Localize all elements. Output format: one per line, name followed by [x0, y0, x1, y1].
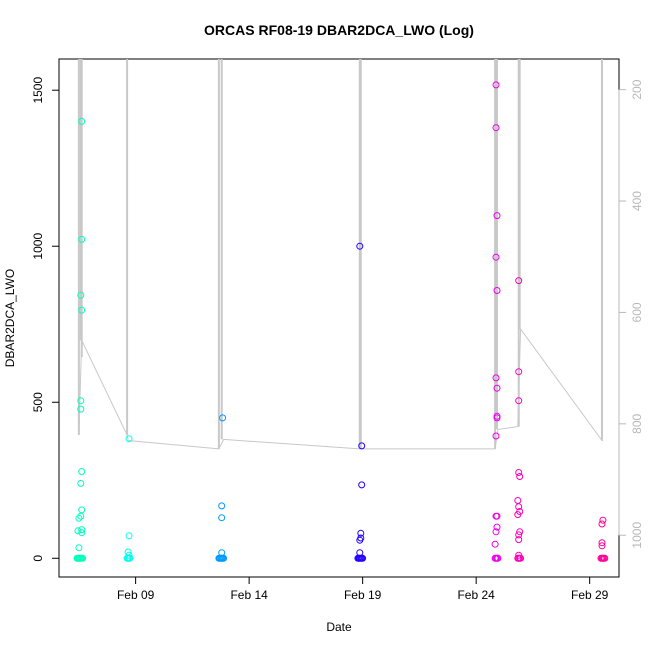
data-point	[77, 291, 85, 299]
data-point	[77, 405, 85, 413]
data-point	[125, 551, 133, 559]
data-point	[78, 235, 86, 243]
x-tick-label: Feb 24	[457, 588, 495, 602]
data-point	[493, 523, 501, 531]
x-tick-label: Feb 19	[344, 588, 382, 602]
data-point	[358, 442, 366, 450]
plot-frame	[58, 58, 620, 578]
data-point	[515, 469, 523, 476]
right-y-tick-label: 200	[630, 79, 644, 99]
data-point	[78, 526, 86, 534]
data-point	[126, 554, 134, 562]
data-point	[516, 473, 524, 480]
data-point	[515, 397, 523, 405]
data-point	[492, 124, 500, 132]
x-axis-label: Date	[326, 620, 352, 634]
data-point	[75, 514, 83, 522]
data-point	[492, 253, 500, 261]
data-point	[516, 528, 524, 536]
right-y-tick-label: 600	[630, 302, 644, 322]
data-point	[78, 117, 86, 125]
data-points	[73, 81, 609, 562]
data-point	[358, 481, 366, 489]
data-point	[598, 539, 606, 547]
x-tick-label: Feb 29	[571, 588, 609, 602]
data-point	[125, 435, 133, 443]
data-point	[515, 551, 523, 559]
data-point	[78, 306, 86, 314]
right-y-tick-label: 800	[630, 413, 644, 433]
right-y-axis: 200 400 600 800 1000	[618, 79, 644, 549]
data-point	[492, 374, 500, 382]
data-point	[124, 548, 132, 556]
data-point	[218, 514, 226, 522]
data-point	[515, 277, 523, 285]
data-point	[219, 414, 227, 422]
data-point	[357, 529, 365, 537]
data-point	[356, 549, 364, 557]
right-y-tick-label: 400	[630, 191, 644, 211]
x-tick-label: Feb 09	[117, 588, 155, 602]
data-point	[492, 432, 500, 440]
data-point	[493, 412, 501, 420]
data-point	[494, 554, 502, 562]
data-point	[601, 554, 609, 562]
data-point	[79, 554, 87, 562]
data-point	[218, 549, 226, 557]
data-point	[78, 529, 86, 537]
data-point	[359, 554, 367, 562]
data-point	[74, 527, 82, 535]
x-axis: Feb 09 Feb 14 Feb 19 Feb 24 Feb 29	[117, 576, 609, 602]
altitude-line	[78, 327, 603, 450]
right-y-tick-label: 1000	[630, 522, 644, 549]
data-point	[515, 536, 523, 544]
y-axis-label: DBAR2DCA_LWO	[3, 269, 17, 367]
data-point	[492, 81, 500, 89]
y-tick-label: 0	[31, 555, 45, 562]
data-point	[492, 528, 500, 536]
data-point	[78, 506, 86, 514]
x-tick-label: Feb 14	[230, 588, 268, 602]
data-point	[493, 287, 501, 294]
data-point	[125, 532, 133, 540]
data-point	[493, 212, 501, 220]
data-point	[598, 542, 606, 550]
data-point	[77, 397, 85, 405]
chart-title: ORCAS RF08-19 DBAR2DCA_LWO (Log)	[204, 22, 474, 38]
data-point	[356, 242, 364, 250]
data-point	[514, 497, 522, 504]
data-point	[78, 468, 86, 475]
data-point	[598, 520, 606, 528]
y-axis: 0 500 1000 1500	[31, 77, 60, 562]
data-point	[515, 368, 523, 376]
data-point	[357, 534, 365, 542]
data-point	[75, 544, 83, 552]
altitude-trace	[77, 59, 603, 450]
data-point	[599, 516, 607, 524]
data-point	[515, 531, 523, 539]
y-tick-label: 1000	[31, 233, 45, 260]
data-point	[491, 540, 499, 548]
data-point	[516, 508, 524, 515]
y-tick-label: 1500	[31, 77, 45, 104]
data-point	[77, 479, 85, 487]
data-point	[493, 512, 501, 520]
y-tick-label: 500	[31, 392, 45, 412]
data-point	[218, 502, 226, 510]
data-point	[493, 384, 501, 392]
